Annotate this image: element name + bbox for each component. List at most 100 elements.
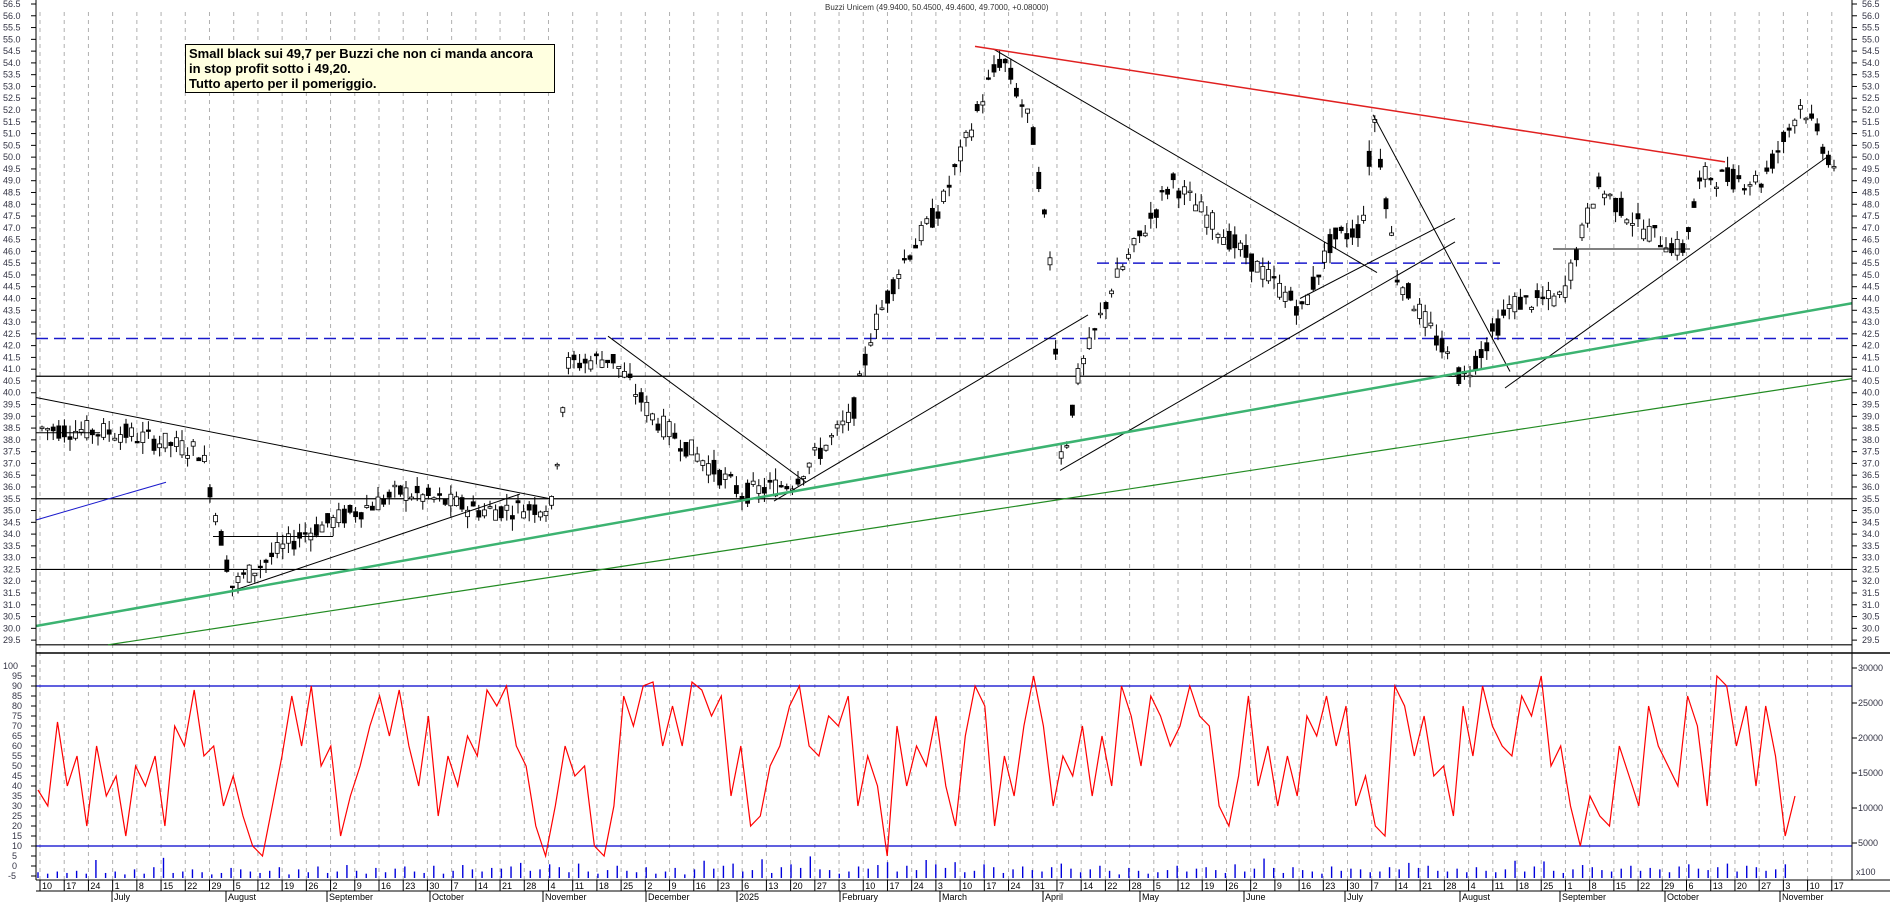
candle <box>1271 276 1277 279</box>
candle <box>397 485 403 495</box>
candle <box>1098 312 1103 316</box>
svg-text:33.5: 33.5 <box>3 541 21 551</box>
svg-text:11: 11 <box>575 881 584 891</box>
svg-text:46.5: 46.5 <box>1862 235 1880 245</box>
svg-text:3: 3 <box>938 881 943 891</box>
svg-text:1: 1 <box>1567 881 1572 891</box>
candle <box>554 463 560 467</box>
candle <box>1736 175 1742 180</box>
candle <box>336 509 342 524</box>
candle <box>1042 209 1047 215</box>
candle <box>1831 166 1837 169</box>
svg-text:33.0: 33.0 <box>1862 553 1880 563</box>
candle <box>1473 355 1478 371</box>
svg-text:48.0: 48.0 <box>3 199 21 209</box>
svg-text:14: 14 <box>1398 881 1408 891</box>
candle <box>509 515 515 520</box>
candle <box>257 565 263 569</box>
svg-text:2: 2 <box>1253 881 1258 891</box>
svg-text:4: 4 <box>550 881 555 891</box>
candle <box>1663 247 1669 253</box>
candle <box>50 426 56 432</box>
svg-text:28: 28 <box>1132 881 1142 891</box>
candle <box>834 424 840 429</box>
candle <box>157 443 163 449</box>
svg-text:39.0: 39.0 <box>1862 411 1880 421</box>
candle <box>1137 230 1142 237</box>
svg-text:25: 25 <box>12 811 22 821</box>
annotation-line: Tutto aperto per il pomeriggio. <box>189 76 377 91</box>
candle <box>958 146 963 162</box>
candle <box>1165 188 1170 195</box>
candle <box>1187 190 1193 194</box>
svg-text:5000: 5000 <box>1858 838 1878 848</box>
svg-text:24: 24 <box>914 881 924 891</box>
candle <box>442 499 448 505</box>
candle <box>45 428 50 431</box>
svg-text:15000: 15000 <box>1858 768 1883 778</box>
candle <box>62 425 67 438</box>
candle <box>1742 188 1747 191</box>
rising-support-2025 <box>1504 156 1828 389</box>
candle <box>778 485 784 488</box>
candle <box>1618 197 1624 216</box>
candle <box>112 437 118 441</box>
svg-text:38.0: 38.0 <box>1862 435 1880 445</box>
candle <box>1540 296 1546 300</box>
candle <box>1193 204 1198 212</box>
svg-text:38.5: 38.5 <box>1862 423 1880 433</box>
candle <box>1652 225 1658 229</box>
candle <box>207 487 213 498</box>
candle <box>812 447 818 451</box>
downtrend-line-2024 <box>35 396 551 500</box>
candle <box>1826 154 1831 166</box>
svg-text:37.0: 37.0 <box>3 458 21 468</box>
svg-text:20: 20 <box>793 881 803 891</box>
candle <box>1176 190 1182 199</box>
svg-text:51.5: 51.5 <box>1862 117 1880 127</box>
candle <box>868 342 874 346</box>
svg-text:April: April <box>1045 892 1063 902</box>
candle <box>1428 322 1434 327</box>
svg-text:49.0: 49.0 <box>1862 176 1880 186</box>
candle <box>829 435 834 438</box>
candle <box>644 401 650 417</box>
svg-text:54.5: 54.5 <box>1862 46 1880 56</box>
svg-text:50.5: 50.5 <box>3 140 21 150</box>
candle <box>1574 249 1579 261</box>
candle <box>1534 290 1540 299</box>
candle <box>627 373 633 378</box>
candle <box>924 218 930 224</box>
candle <box>980 101 986 106</box>
candle <box>201 454 207 462</box>
svg-text:33.5: 33.5 <box>1862 541 1880 551</box>
candle <box>280 543 286 549</box>
candle <box>1579 224 1585 239</box>
svg-text:5: 5 <box>236 881 241 891</box>
svg-text:26: 26 <box>1228 881 1238 891</box>
svg-text:20: 20 <box>12 821 22 831</box>
candle <box>1691 201 1697 208</box>
candle <box>588 360 594 370</box>
svg-text:15: 15 <box>1616 881 1626 891</box>
svg-text:53.5: 53.5 <box>1862 70 1880 80</box>
svg-text:23: 23 <box>720 881 730 891</box>
candle <box>1378 158 1383 168</box>
candle <box>353 511 359 518</box>
candle <box>1478 349 1484 359</box>
candle <box>1254 260 1260 273</box>
candle <box>1501 309 1506 316</box>
candle <box>874 313 879 330</box>
candle <box>1551 295 1557 307</box>
candle <box>425 487 431 496</box>
candle <box>610 353 616 364</box>
candle <box>1798 105 1803 110</box>
candle <box>1075 368 1081 384</box>
svg-text:47.0: 47.0 <box>3 223 21 233</box>
candle <box>605 359 610 364</box>
candle <box>95 434 101 437</box>
downtrend-line-jul-aug <box>1372 114 1511 372</box>
candle <box>1002 58 1008 64</box>
svg-text:8: 8 <box>1592 881 1597 891</box>
svg-text:31.5: 31.5 <box>3 588 21 598</box>
